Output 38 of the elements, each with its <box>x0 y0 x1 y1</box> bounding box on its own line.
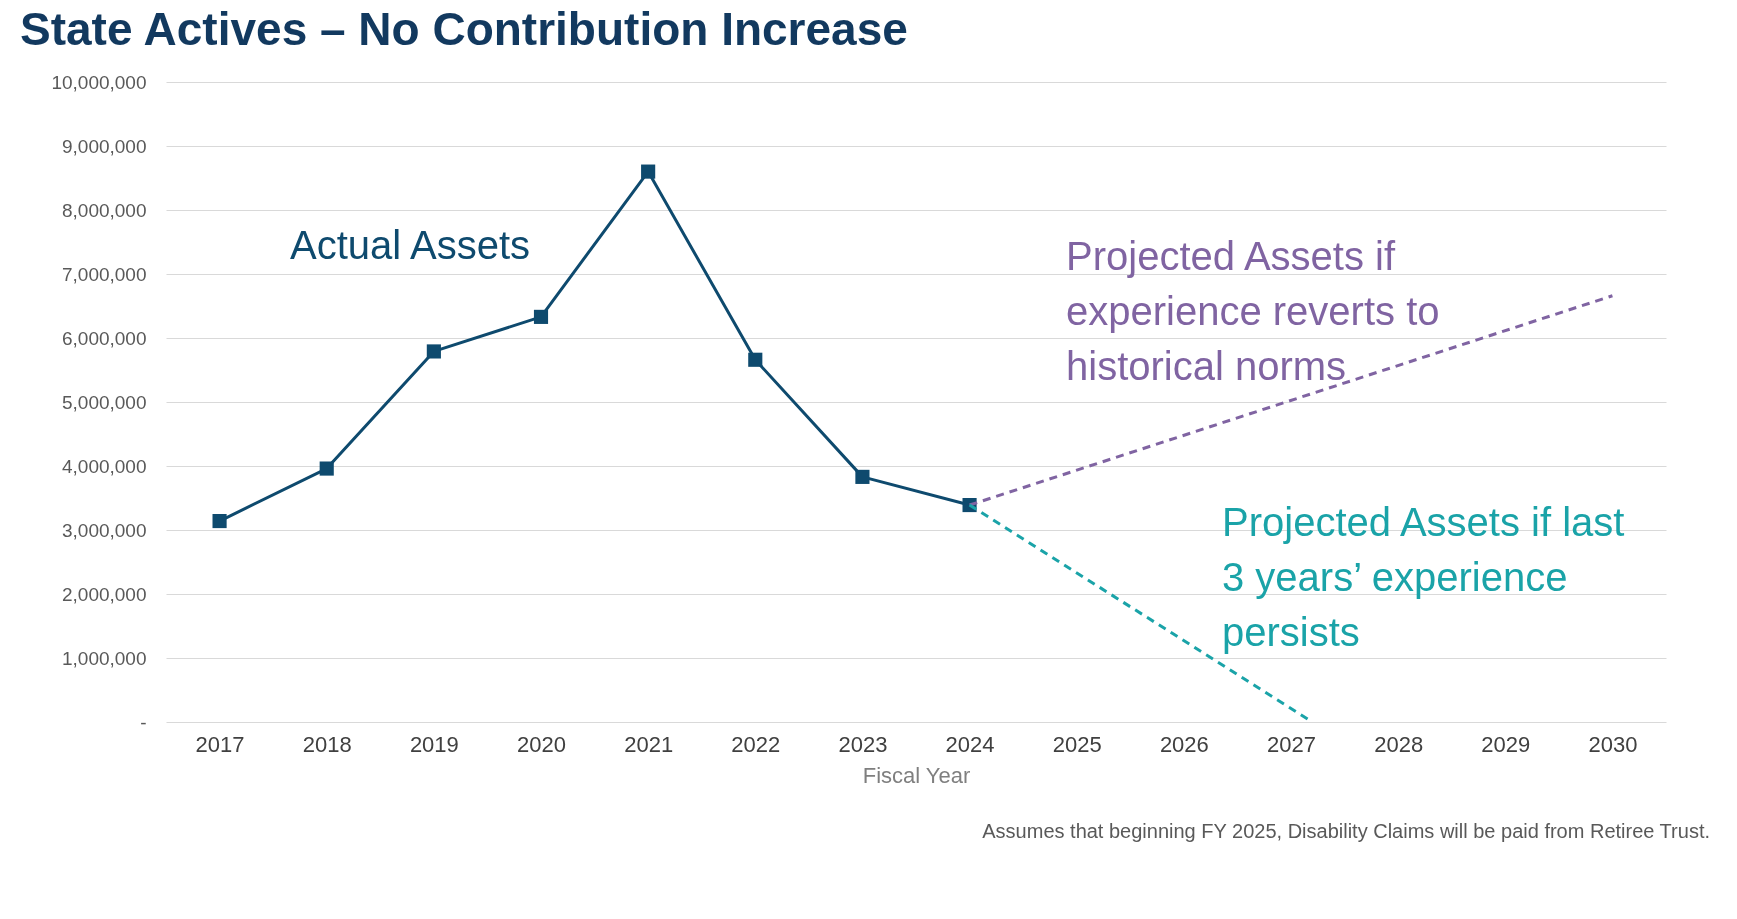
point <box>855 469 870 484</box>
x-tick-label: 2018 <box>302 731 352 757</box>
y-tick-label: 4,000,000 <box>61 455 147 477</box>
x-tick-label: 2020 <box>517 731 566 757</box>
y-tick-label: 10,000,000 <box>51 71 147 93</box>
point <box>641 164 656 179</box>
x-axis-title: Fiscal Year <box>862 762 971 788</box>
x-tick-label: 2024 <box>945 731 995 757</box>
y-tick-label: 5,000,000 <box>61 391 147 413</box>
y-tick-label: 1,000,000 <box>61 647 147 669</box>
x-tick-label: 2017 <box>195 731 245 757</box>
text: Assumes that beginning FY 2025, Disability Claims will be paid from Retiree Trust. <box>982 820 1710 842</box>
x-tick-label: 2026 <box>1159 731 1209 757</box>
point <box>748 352 763 367</box>
x-tick-label: 2027 <box>1267 731 1316 757</box>
series-label: Projected Assets if experience reverts to historical norms <box>1066 234 1440 388</box>
point <box>319 461 334 476</box>
point <box>533 309 549 324</box>
x-tick-label: 2030 <box>1588 731 1638 757</box>
y-tick-label: 2,000,000 <box>61 583 147 605</box>
y-tick-label: 3,000,000 <box>61 519 147 541</box>
chart-title: State Actives – No Contribution Increase <box>20 3 908 55</box>
x-tick-label: 2025 <box>1052 731 1102 757</box>
series-label: Actual Assets <box>290 223 531 267</box>
y-tick-label: 8,000,000 <box>61 199 147 221</box>
x-tick-label: 2029 <box>1481 731 1531 757</box>
y-tick-label: 6,000,000 <box>61 327 147 349</box>
y-tick-label: 7,000,000 <box>61 263 147 285</box>
x-tick-label: 2019 <box>409 731 459 757</box>
x-tick-label: 2022 <box>731 731 781 757</box>
y-tick-label: 9,000,000 <box>61 135 147 157</box>
x-tick-label: 2021 <box>624 731 674 757</box>
y-tick-label: - <box>140 711 147 733</box>
x-tick-label: 2028 <box>1374 731 1424 757</box>
x-tick-label: 2023 <box>838 731 888 757</box>
point <box>426 344 441 359</box>
series-label: Projected Assets if last 3 years’ experience persists <box>1222 500 1625 654</box>
point <box>212 513 227 529</box>
